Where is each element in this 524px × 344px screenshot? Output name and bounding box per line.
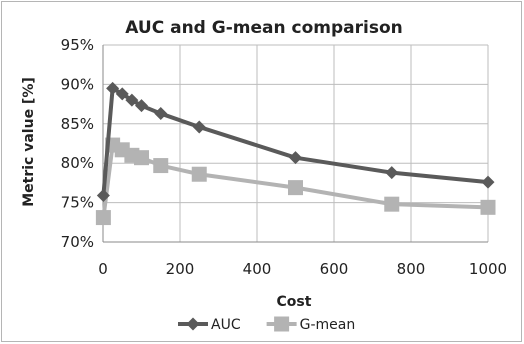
legend-label: G-mean — [300, 317, 356, 333]
x-tick-label: 400 — [243, 260, 272, 278]
x-axis-ticks: 0 200 400 600 800 1000 — [98, 260, 507, 278]
series-g-mean — [95, 137, 496, 226]
x-tick-label: 600 — [320, 260, 349, 278]
auc-point — [385, 166, 399, 180]
legend-item-g-mean: G-mean — [266, 316, 356, 333]
chart-title: AUC and G-mean comparison — [125, 18, 402, 38]
auc-point — [481, 175, 495, 189]
y-tick-label: 90% — [61, 75, 94, 93]
axes — [102, 45, 488, 243]
legend: AUC G-mean — [178, 316, 356, 333]
x-tick-label: 800 — [397, 260, 426, 278]
series — [95, 81, 496, 226]
auc-point — [192, 120, 206, 134]
x-tick-label: 0 — [98, 260, 108, 278]
g-mean-point — [153, 158, 169, 174]
auc-point — [96, 189, 110, 203]
x-axis-label: Cost — [277, 294, 312, 310]
y-tick-label: 75% — [61, 194, 94, 212]
auc-point — [135, 99, 148, 113]
y-axis-label: Metric value [%] — [21, 77, 37, 207]
auc-point — [125, 93, 139, 107]
x-tick-label: 1000 — [469, 260, 507, 278]
y-tick-label: 85% — [61, 115, 94, 133]
g-mean-point — [480, 199, 496, 215]
y-tick-label: 70% — [61, 233, 94, 251]
legend-label: AUC — [211, 317, 241, 333]
legend-swatch-marker — [274, 316, 290, 332]
g-mean-point — [95, 210, 111, 226]
legend-item-auc: AUC — [178, 317, 241, 333]
auc-point — [115, 87, 129, 101]
series-auc — [96, 81, 495, 203]
g-mean-point — [191, 166, 207, 182]
g-mean-point — [134, 150, 149, 166]
auc-point — [106, 81, 120, 95]
auc-line — [101, 86, 489, 196]
x-tick-label: 200 — [166, 260, 195, 278]
auc-point — [154, 107, 168, 121]
legend-swatch-marker — [186, 317, 200, 331]
y-tick-label: 95% — [61, 36, 94, 54]
gridlines — [103, 44, 489, 242]
auc-point — [289, 151, 302, 165]
g-mean-point — [288, 180, 303, 196]
y-tick-label: 80% — [61, 154, 94, 172]
g-mean-point — [384, 196, 400, 212]
y-axis-ticks: 70% 75% 80% 85% 90% 95% — [61, 36, 94, 251]
